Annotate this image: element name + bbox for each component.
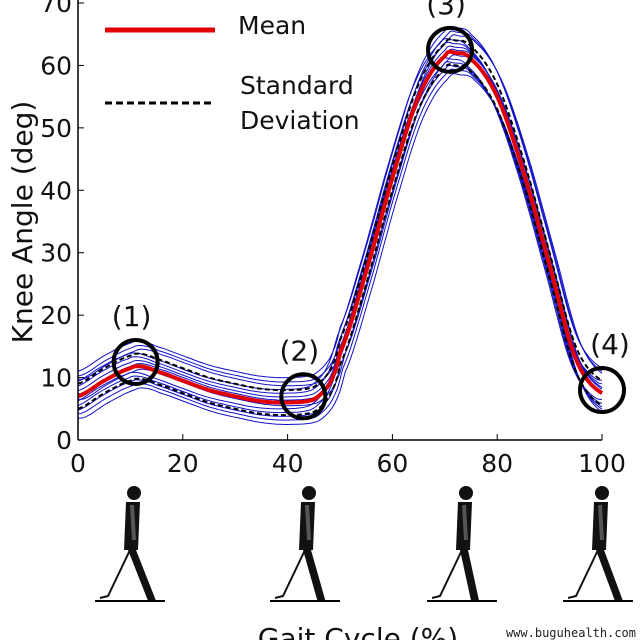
x-tick-label: 0 (70, 449, 86, 478)
x-tick-label: 20 (167, 449, 199, 478)
y-tick-label: 20 (40, 301, 72, 330)
std-line (77, 38, 603, 392)
y-tick-label: 60 (40, 51, 72, 80)
x-tick-label: 60 (376, 449, 408, 478)
gait-silhouettes (95, 486, 633, 602)
x-tick-label: 80 (481, 449, 513, 478)
walking-figure-icon (563, 486, 633, 602)
legend-std-label-2: Deviation (240, 106, 360, 135)
walking-figure-icon (427, 486, 497, 602)
annotation-label: (3) (426, 0, 466, 21)
mean-line (77, 49, 604, 405)
annotation-label: (1) (112, 300, 152, 333)
y-tick-label: 10 (40, 364, 72, 393)
y-tick-label: 30 (40, 239, 72, 268)
y-tick-label: 50 (40, 114, 72, 143)
axes: 0 20 40 60 80 100 0 10 20 30 40 50 60 70 (40, 0, 626, 478)
trial-line (77, 64, 603, 417)
annotation-circle (578, 366, 626, 415)
legend-mean-label: Mean (238, 11, 306, 40)
x-tick-label: 100 (578, 449, 626, 478)
y-axis-label: Knee Angle (deg) (6, 101, 39, 344)
annotation-circle (426, 25, 475, 74)
walking-figure-icon (95, 486, 165, 602)
annotation-label: (4) (590, 328, 630, 361)
x-axis-label: Gait Cycle (%) (258, 622, 458, 640)
y-tick-label: 70 (40, 0, 72, 18)
legend-std-label-1: Standard (240, 71, 354, 100)
annotation-circle (111, 337, 160, 386)
watermark: www.buguhealth.com (506, 626, 636, 640)
annotation-label: (2) (279, 334, 319, 367)
walking-figure-icon (270, 486, 340, 602)
y-tick-label: 40 (40, 176, 72, 205)
std-line (77, 63, 603, 417)
x-tick-label: 40 (272, 449, 304, 478)
y-tick-label: 0 (56, 426, 72, 455)
annotation-circle (279, 372, 328, 421)
legend: Mean Standard Deviation (105, 11, 360, 135)
std-deviation-lines (77, 38, 603, 417)
trial-line (77, 26, 603, 379)
annotations: (1) (2) (3) (4) (111, 0, 630, 421)
trial-line (77, 30, 603, 383)
